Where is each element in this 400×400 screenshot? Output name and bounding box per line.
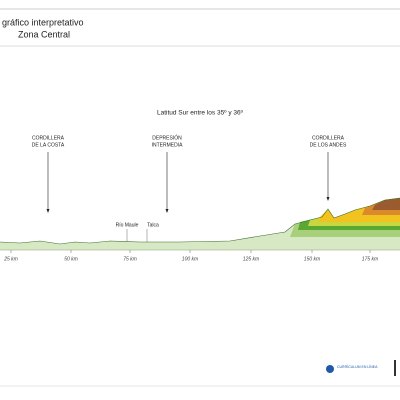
arrow-head — [165, 209, 169, 213]
axis-label: 25 km — [3, 256, 18, 262]
place-label: Talca — [147, 222, 159, 228]
layer — [372, 198, 400, 210]
subtitle: Latitud Sur entre los 35º y 36º — [157, 110, 244, 117]
logo-text: CURRÍCULUM EN LÍNEA — [337, 365, 378, 369]
place-label: Río Maule — [116, 222, 139, 228]
region-label: DE LOS ANDES — [310, 142, 347, 148]
region-label: DE LA COSTA — [32, 142, 65, 148]
region-label: INTERMEDIA — [152, 142, 184, 148]
title-line: gráfico interpretativo — [2, 17, 84, 27]
axis-label: 175 km — [362, 256, 378, 262]
axis-label: 125 km — [243, 256, 259, 262]
arrow-head — [326, 197, 330, 201]
axis-label: 150 km — [304, 256, 320, 262]
axis-label: 100 km — [182, 256, 198, 262]
ground-line — [0, 197, 400, 245]
logo-icon — [326, 365, 334, 373]
terrain — [0, 197, 400, 251]
axis-label: 50 km — [64, 256, 78, 262]
title-line: Zona Central — [18, 29, 70, 39]
axis-label: 75 km — [123, 256, 137, 262]
region-label: DEPRESIÓN — [152, 134, 182, 141]
region-label: CORDILLERA — [312, 135, 345, 141]
arrow-head — [46, 209, 50, 213]
logo-mark — [394, 360, 396, 376]
region-label: CORDILLERA — [32, 135, 65, 141]
